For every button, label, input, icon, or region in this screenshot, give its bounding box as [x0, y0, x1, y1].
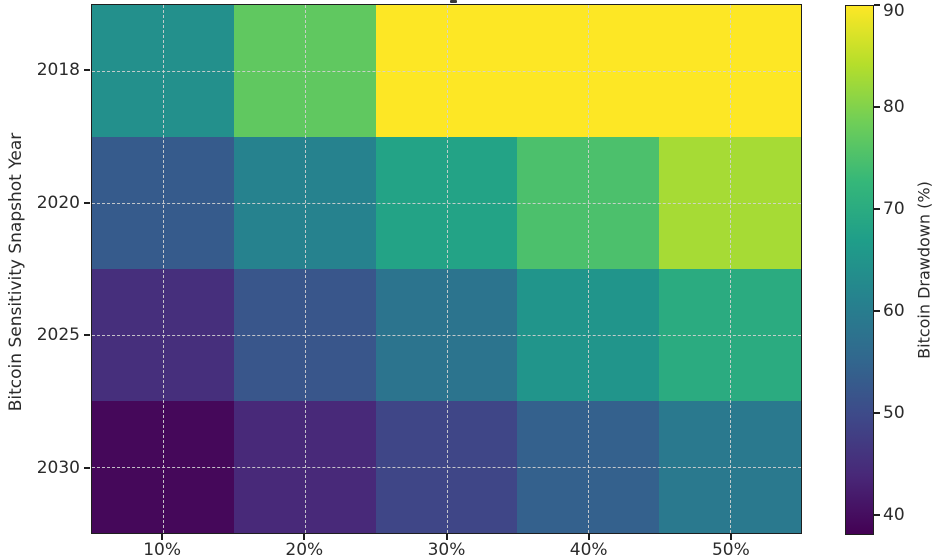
colorbar-tick-label: 60	[883, 300, 905, 321]
y-tick-label: 2025	[36, 325, 80, 346]
colorbar-tick-mark	[874, 513, 880, 516]
gridline-horizontal	[92, 335, 801, 336]
gridline-vertical	[446, 5, 448, 533]
y-tick-label: 2018	[36, 60, 80, 81]
colorbar-tick-mark	[874, 207, 880, 210]
colorbar-tick-label: 40	[883, 504, 905, 525]
y-tick-mark	[84, 466, 90, 469]
colorbar-tick-label: 80	[883, 96, 905, 117]
gridline-vertical	[304, 5, 306, 533]
gridline-vertical	[730, 5, 732, 533]
colorbar-tick-label: 50	[883, 402, 905, 423]
y-tick-mark	[84, 69, 90, 72]
colorbar-tick-mark	[874, 411, 880, 414]
colorbar-gradient	[846, 6, 873, 534]
y-tick-mark	[84, 334, 90, 337]
colorbar-title: Bitcoin Drawdown (%)	[914, 181, 934, 359]
colorbar-tick-mark	[874, 4, 880, 6]
y-tick-mark	[84, 201, 90, 204]
cropped-title-remnant	[450, 0, 457, 3]
x-tick-label: 20%	[285, 540, 324, 560]
y-tick-label: 2030	[36, 457, 80, 478]
y-tick-label: 2020	[36, 192, 80, 213]
x-tick-label: 10%	[143, 540, 181, 560]
colorbar	[845, 5, 874, 535]
x-tick-label: 40%	[569, 540, 608, 560]
colorbar-tick-mark	[874, 105, 880, 108]
gridline-vertical	[162, 5, 164, 533]
x-tick-label: 30%	[427, 540, 466, 560]
gridline-vertical	[588, 5, 590, 533]
x-tick-mark	[587, 534, 590, 540]
heatmap-plot-area	[91, 4, 802, 534]
gridline-horizontal	[92, 203, 801, 204]
gridline-horizontal	[92, 71, 801, 72]
colorbar-tick-label: 90	[883, 1, 905, 21]
colorbar-tick-mark	[874, 309, 880, 312]
x-tick-mark	[161, 534, 164, 540]
x-tick-mark	[729, 534, 732, 540]
colorbar-tick-label: 70	[883, 198, 905, 219]
x-tick-label: 50%	[711, 540, 750, 560]
y-axis-title: Bitcoin Sensitivity Snapshot Year	[6, 132, 26, 412]
x-tick-mark	[445, 534, 448, 540]
x-tick-mark	[303, 534, 306, 540]
gridline-horizontal	[92, 467, 801, 468]
